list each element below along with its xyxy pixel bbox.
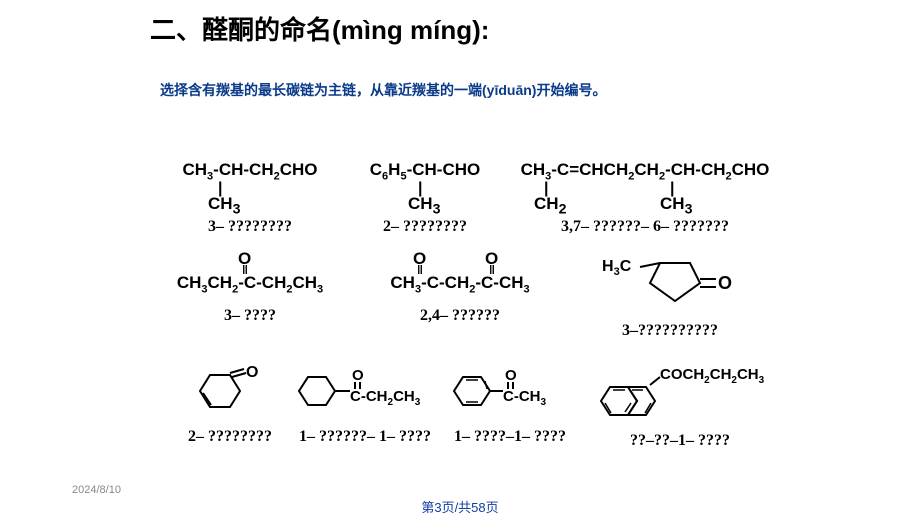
page-indicator: 第3页/共58页 [0, 497, 920, 518]
formula-line: C6H5-CH-CHO [350, 160, 500, 184]
compound-r3c4: COCH2CH2CH3 ??–??–1– ???? [580, 365, 780, 450]
svg-text:C-CH3: C-CH3 [503, 388, 547, 408]
compound-r3c1: O 2– ???????? [175, 365, 285, 446]
svg-text:COCH2CH2CH3: COCH2CH2CH3 [660, 366, 765, 386]
cyclohexyl-ketone-icon: O C-CH2CH3 [290, 365, 440, 417]
compound-name: 2– ???????? [175, 428, 285, 446]
svg-text:C-CH2CH3: C-CH2CH3 [350, 388, 421, 408]
compound-r3c2: O C-CH2CH3 1– ??????– 1– ???? [290, 365, 440, 446]
cyclohexenone-icon: O [190, 365, 270, 417]
svg-text:O: O [352, 367, 364, 384]
compound-name: 2,4– ?????? [370, 307, 550, 325]
section-subtitle: 选择含有羰基的最长碳链为主链，从靠近羰基的一端(yīduān)开始编号。 [160, 80, 606, 100]
compound-name: 2– ???????? [350, 218, 500, 236]
svg-text:H3C: H3C [602, 258, 632, 278]
branch: CH3 [660, 194, 692, 217]
slide-date: 2024/8/10 [72, 484, 121, 496]
compound-r2c3: H3C O 3–?????????? [580, 255, 760, 340]
compound-r3c3: O C-CH3 1– ????–1– ???? [445, 365, 575, 446]
compound-name: 3– ???????? [165, 218, 335, 236]
formula-line: CH3-CH-CH2CHO [165, 160, 335, 184]
naphthyl-ketone-icon: COCH2CH2CH3 [580, 365, 780, 421]
compound-r2c1: O ‖ CH3CH2-C-CH2CH3 3– ???? [155, 255, 345, 325]
svg-text:O: O [718, 273, 732, 293]
formula-line: CH3-C-CH2-C-CH3 [370, 273, 550, 297]
compound-r1c3: CH3-C=CHCH2CH2-CH-CH2CHO | CH2 | CH3 3,7… [500, 160, 790, 236]
branch: CH2 [534, 194, 566, 217]
svg-text:O: O [505, 367, 517, 384]
compound-r1c1: CH3-CH-CH2CHO | CH3 3– ???????? [165, 160, 335, 236]
branch: CH3 [208, 194, 240, 217]
compound-name: 3–?????????? [580, 322, 760, 340]
compound-r2c2: O ‖ O ‖ CH3-C-CH2-C-CH3 2,4– ?????? [370, 255, 550, 325]
compound-name: 1– ??????– 1– ???? [290, 428, 440, 446]
compound-r1c2: C6H5-CH-CHO | CH3 2– ???????? [350, 160, 500, 236]
compound-name: 1– ????–1– ???? [445, 428, 575, 446]
compound-name: ??–??–1– ???? [580, 432, 780, 450]
acetophenone-icon: O C-CH3 [445, 365, 575, 417]
cyclopentanone-icon: H3C O [600, 255, 740, 311]
svg-text:O: O [246, 365, 258, 381]
formula-line: CH3CH2-C-CH2CH3 [155, 273, 345, 297]
compound-name: 3– ???? [155, 307, 345, 325]
section-title: 二、醛酮的命名(mìng míng): [150, 10, 489, 47]
branch: CH3 [408, 194, 440, 217]
compound-name: 3,7– ??????– 6– ??????? [500, 218, 790, 236]
